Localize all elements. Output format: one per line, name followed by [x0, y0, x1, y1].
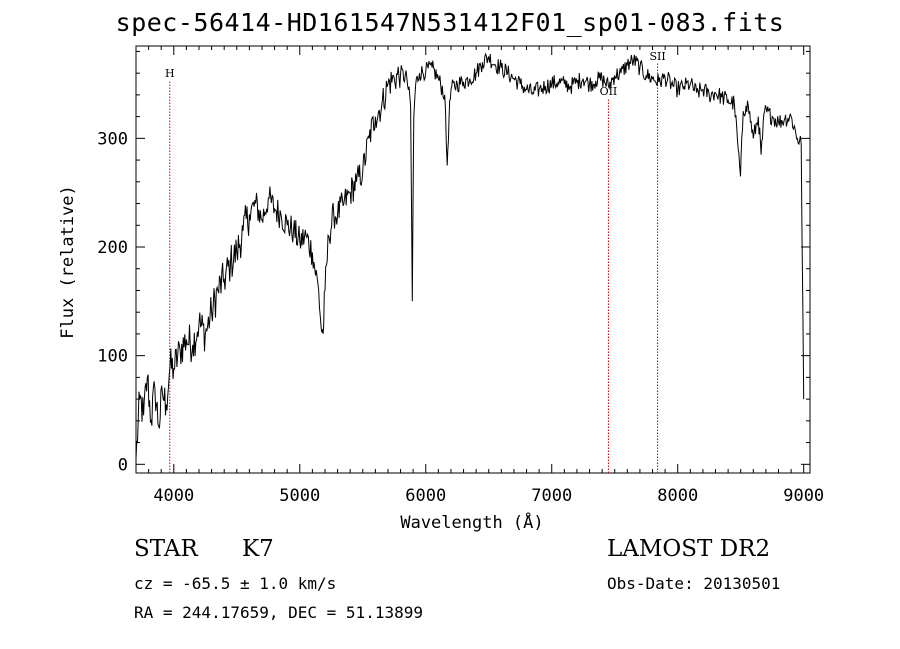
y-tick-label: 300 [97, 129, 128, 149]
observation-date: Obs-Date: 20130501 [607, 574, 781, 593]
spectral-line-label: H [165, 67, 175, 80]
chart-title: spec-56414-HD161547N531412F01_sp01-083.f… [115, 8, 785, 37]
survey-name: LAMOST DR2 [607, 536, 771, 562]
spectral-line-label: SII [649, 50, 665, 63]
sky-coordinates: RA = 244.17659, DEC = 51.13899 [134, 603, 423, 622]
x-axis-label: Wavelength (Å) [400, 511, 543, 533]
spectrum-line [135, 52, 805, 459]
x-tick-label: 4000 [153, 486, 194, 506]
y-tick-label: 0 [118, 455, 128, 475]
object-class: K7 [242, 536, 274, 562]
spectral-line-label: OII [600, 85, 618, 98]
y-tick-label: 200 [97, 238, 128, 258]
y-axis: 0 100 200 300 [97, 50, 810, 475]
y-axis-label: Flux (relative) [58, 185, 78, 339]
plot-border [135, 45, 811, 474]
object-type: STAR [134, 536, 198, 562]
y-tick-label: 100 [97, 347, 128, 367]
x-tick-label: 8000 [657, 486, 698, 506]
series-layer [135, 52, 805, 459]
spectral-line-markers: H OII SII [165, 50, 666, 473]
plot-frame [135, 45, 811, 474]
x-tick-label: 7000 [531, 486, 572, 506]
x-tick-label: 6000 [405, 486, 446, 506]
x-tick-label: 9000 [783, 486, 824, 506]
redshift-readout: cz = -65.5 ± 1.0 km/s [134, 574, 337, 593]
x-axis: 4000 5000 6000 7000 8000 9000 [148, 46, 824, 506]
x-tick-label: 5000 [279, 486, 320, 506]
